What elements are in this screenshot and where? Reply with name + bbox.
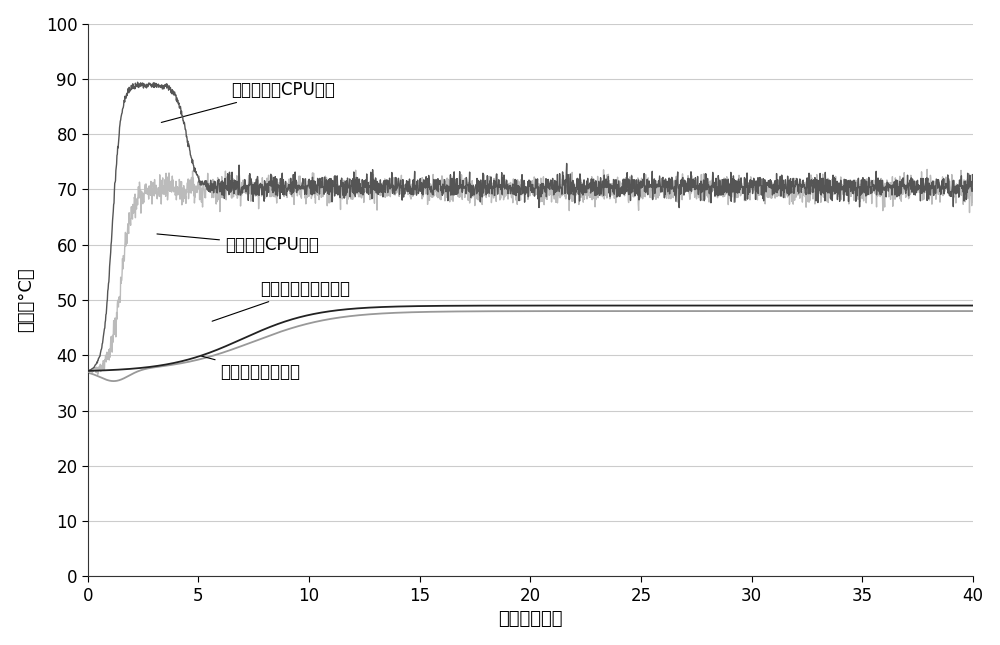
Text: 现有技术CPU温度: 现有技术CPU温度 [157,234,319,253]
X-axis label: 时间（分钟）: 时间（分钟） [498,610,563,628]
Text: 本实施方案CPU温度: 本实施方案CPU温度 [161,81,336,123]
Text: 本实施方案表面温度: 本实施方案表面温度 [212,280,350,321]
Y-axis label: 温度（°C）: 温度（°C） [17,268,35,332]
Text: 现有技术表面温度: 现有技术表面温度 [201,356,301,381]
